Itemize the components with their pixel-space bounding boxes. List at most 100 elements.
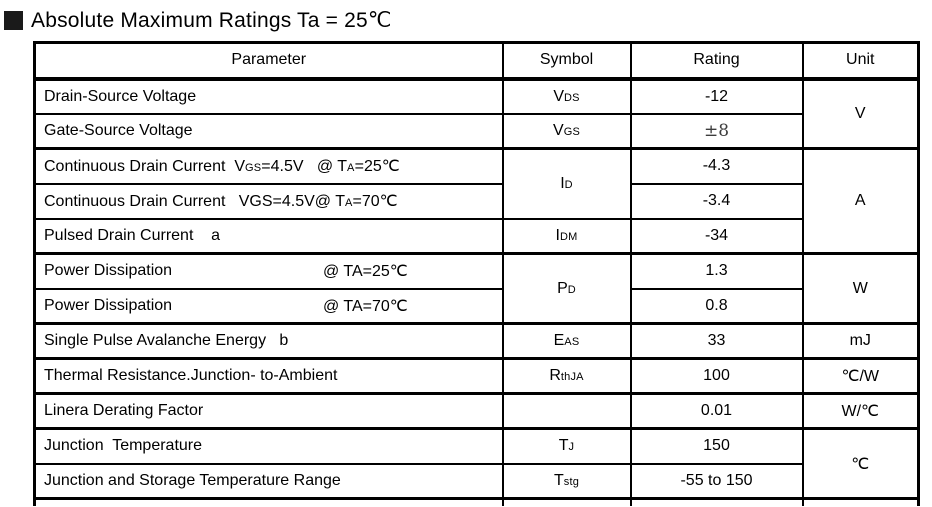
parameter-subscript: A (347, 162, 355, 175)
table-row-pd-70c: Power Dissipation @ TA=70℃ 0.8 (33, 287, 919, 325)
section-title-text: Absolute Maximum Ratings Ta = 25℃ (31, 8, 392, 32)
symbol-base: V (553, 121, 564, 139)
symbol-cell: VGS (501, 112, 632, 150)
col-header-symbol: Symbol (501, 41, 632, 81)
symbol-base: E (553, 332, 565, 349)
symbol-cell: PD (501, 252, 632, 325)
parameter-cell: Junction Temperature (33, 427, 504, 465)
parameter-text: Pulsed Drain Current a (44, 226, 221, 244)
parameter-cell: Single Pulse Avalanche Energy b (33, 322, 504, 360)
section-title: Absolute Maximum Ratings Ta = 25℃ (4, 7, 932, 33)
parameter-condition: @ TA=25℃ (323, 263, 408, 281)
symbol-cell: IDM (501, 217, 632, 255)
symbol-subscript: D (564, 178, 573, 191)
parameter-cell: Continuous Drain Current VGS=4.5V@ TA=70… (33, 182, 504, 220)
header-row: Parameter Symbol Rating Unit (33, 41, 920, 81)
cutoff-cell (629, 497, 804, 506)
rating-cell: -3.4 (629, 182, 804, 220)
parameter-text: Thermal Resistance.Junction- to-Ambient (44, 367, 338, 384)
rating-cell: -4.3 (629, 147, 804, 185)
cutoff-cell (801, 497, 920, 506)
symbol-subscript: stg (563, 475, 580, 488)
symbol-subscript: thJA (560, 371, 584, 383)
symbol-subscript: AS (564, 336, 580, 348)
table-row-pd-25c: Power Dissipation @ TA=25℃ PD 1.3 W (33, 252, 920, 325)
parameter-text: Power Dissipation (44, 296, 173, 314)
table-row-eas: Single Pulse Avalanche Energy b EAS 33 m… (33, 322, 920, 360)
symbol-base: R (549, 367, 561, 384)
cutoff-cell (33, 497, 504, 506)
parameter-condition: @ TA=70℃ (323, 297, 408, 315)
rating-cell: -34 (629, 217, 804, 255)
unit-cell: ℃/W (801, 357, 920, 395)
rating-cell: 100 (629, 357, 804, 395)
parameter-text: Drain-Source Voltage (44, 87, 197, 105)
parameter-cell: Pulsed Drain Current a (33, 217, 504, 255)
symbol-base: I (555, 226, 560, 244)
unit-cell: W (801, 252, 920, 325)
symbol-cell: TJ (501, 427, 632, 465)
unit-cell: ℃ (801, 427, 920, 500)
absolute-maximum-ratings-table: Parameter Symbol Rating Unit Drain-Sourc… (33, 41, 920, 506)
table-row-vds: Drain-Source Voltage VDS -12 V (33, 77, 920, 150)
parameter-text: Linera Derating Factor (44, 402, 204, 419)
table-row-id-70c: Continuous Drain Current VGS=4.5V@ TA=70… (33, 182, 919, 220)
rating-cell: 0.01 (629, 392, 804, 430)
parameter-cell: Thermal Resistance.Junction- to-Ambient (33, 357, 504, 395)
parameter-cell: Junction and Storage Temperature Range (33, 462, 504, 500)
rating-cell: 33 (629, 322, 804, 360)
parameter-text: Single Pulse Avalanche Energy b (44, 332, 289, 349)
symbol-base: V (553, 87, 564, 105)
symbol-cell: EAS (501, 322, 632, 360)
parameter-text: Power Dissipation (44, 262, 173, 280)
symbol-cell: RthJA (501, 357, 632, 395)
unit-cell: mJ (801, 322, 920, 360)
rating-cell: -55 to 150 (629, 462, 804, 500)
parameter-text: =25℃ (354, 158, 400, 176)
symbol-base: T (553, 471, 564, 489)
parameter-cell: Linera Derating Factor (33, 392, 504, 430)
table-row-tj: Junction Temperature TJ 150 ℃ (33, 427, 920, 500)
cutoff-cell (501, 497, 632, 506)
symbol-cell: VDS (501, 77, 632, 115)
col-header-parameter: Parameter (33, 41, 504, 81)
table-row-vgs: Gate-Source Voltage VGS ±8 (33, 112, 919, 150)
parameter-text: Continuous Drain Current V (44, 158, 245, 176)
col-header-rating: Rating (629, 41, 804, 81)
symbol-base: P (557, 279, 568, 297)
rating-cell: 150 (629, 427, 804, 465)
parameter-cell: Continuous Drain Current VGS=4.5V @ TA=2… (33, 147, 504, 185)
parameter-cell: Gate-Source Voltage (33, 112, 504, 150)
table-row-id-25c: Continuous Drain Current VGS=4.5V @ TA=2… (33, 147, 920, 255)
symbol-cell: Tstg (501, 462, 632, 500)
parameter-text: =4.5V @ T (261, 158, 348, 176)
symbol-subscript: D (567, 283, 576, 296)
parameter-cell: Power Dissipation @ TA=25℃ (33, 252, 504, 290)
symbol-subscript: J (568, 441, 575, 454)
parameter-text: Gate-Source Voltage (44, 121, 193, 139)
rating-cell: 0.8 (629, 287, 804, 325)
parameter-text: Junction Temperature (44, 437, 203, 455)
parameter-text: =70℃ (352, 193, 398, 210)
section-bullet-icon (4, 10, 23, 30)
table-row-tstg: Junction and Storage Temperature Range T… (33, 462, 919, 500)
parameter-text: Junction and Storage Temperature Range (44, 471, 341, 489)
parameter-subscript: A (344, 197, 353, 209)
table-row-idm: Pulsed Drain Current a IDM -34 (33, 217, 919, 255)
table-row-derating: Linera Derating Factor 0.01 W/℃ (33, 392, 920, 430)
rating-cell: ±8 (629, 112, 804, 150)
symbol-base: T (558, 437, 569, 455)
rating-cell: 1.3 (629, 252, 804, 290)
unit-cell: V (801, 77, 920, 150)
parameter-cell: Drain-Source Voltage (33, 77, 504, 115)
table-row-cutoff (33, 497, 920, 506)
parameter-cell: Power Dissipation @ TA=70℃ (33, 287, 504, 325)
table-row-rthja: Thermal Resistance.Junction- to-Ambient … (33, 357, 920, 395)
symbol-subscript: GS (563, 125, 580, 138)
unit-cell: A (801, 147, 920, 255)
col-header-unit: Unit (801, 41, 920, 81)
symbol-base: I (560, 174, 565, 192)
symbol-subscript: DS (563, 91, 580, 104)
symbol-cell-empty (501, 392, 632, 430)
unit-cell: W/℃ (801, 392, 920, 430)
